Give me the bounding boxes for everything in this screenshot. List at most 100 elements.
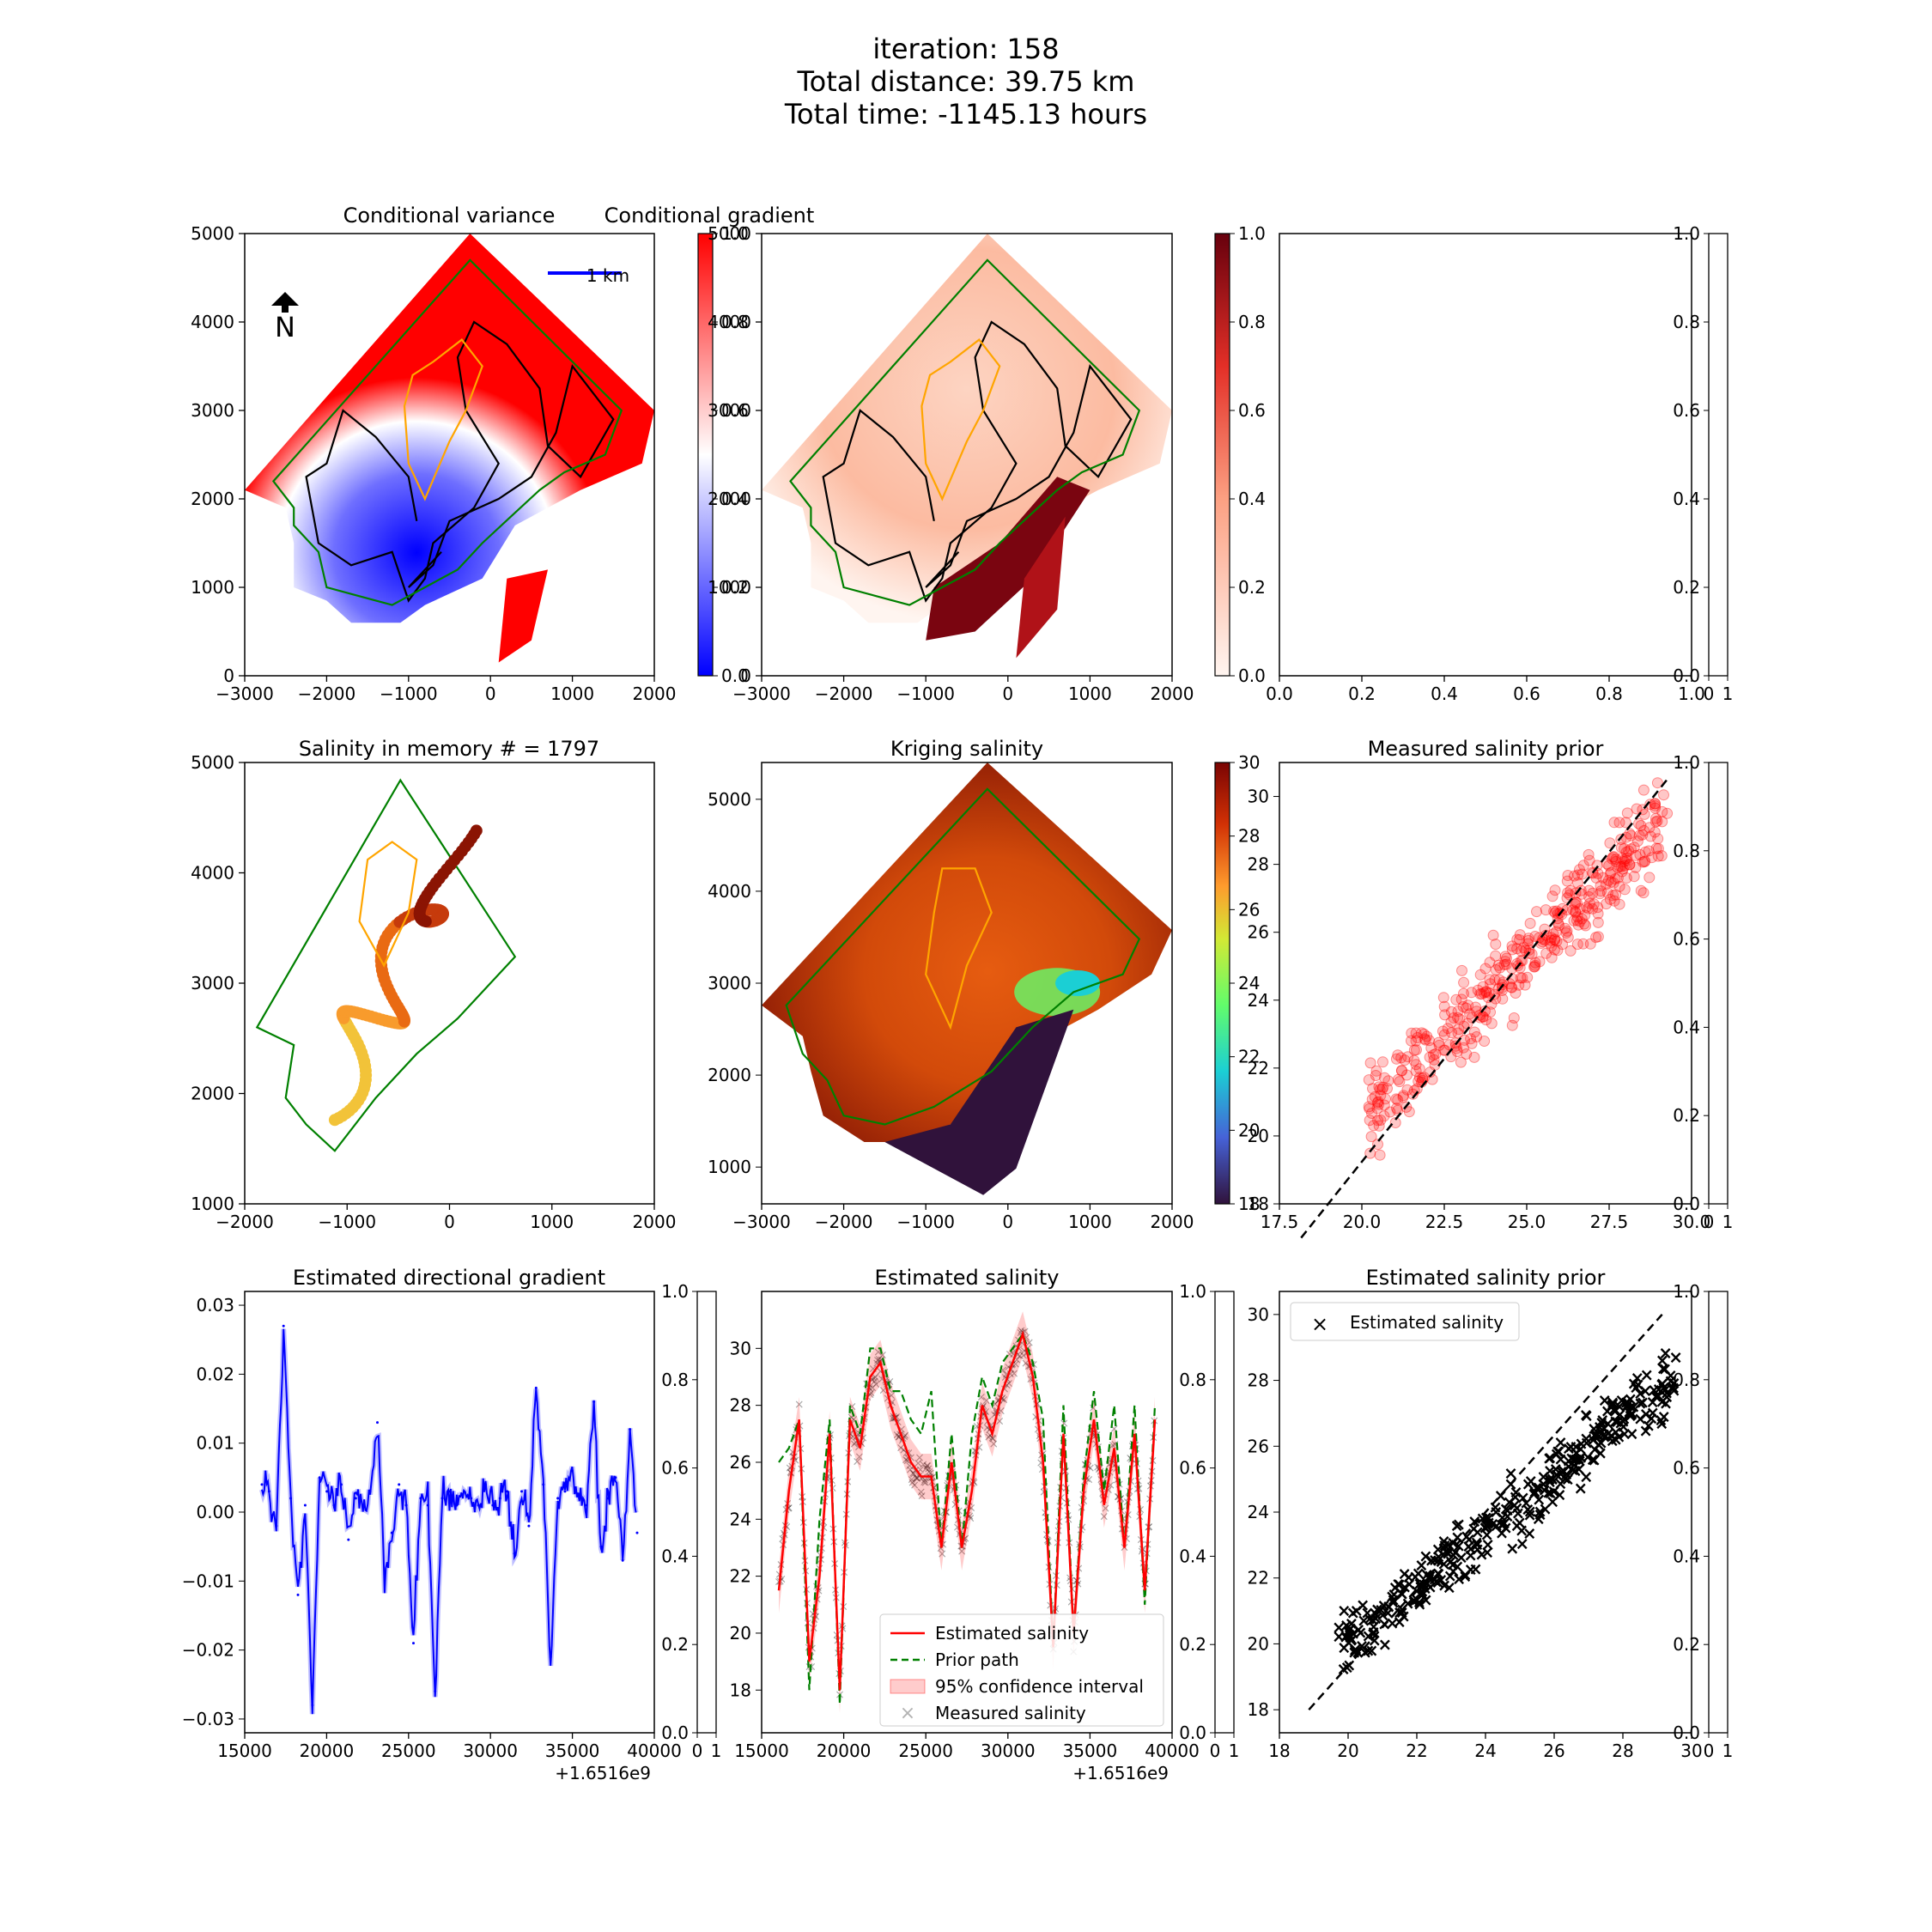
measured-prior-point	[1580, 920, 1592, 932]
gradient-colorbar-tick-label: 0.6	[1238, 400, 1266, 421]
measured-prior-point	[1607, 890, 1619, 902]
measured-prior-point	[1364, 1103, 1376, 1115]
measured-prior-point	[1514, 934, 1526, 945]
est-prior-aux-ytick-label: 1.0	[1673, 1281, 1700, 1302]
measured-prior-point	[1612, 861, 1624, 873]
variance-path	[305, 320, 615, 603]
measured-prior-point	[1464, 1008, 1476, 1020]
measured-prior-point	[1620, 846, 1632, 858]
gradient-point	[383, 1572, 386, 1576]
est-salinity-aux-ytick-label: 0.4	[1179, 1546, 1206, 1566]
variance-track	[498, 569, 548, 663]
measured-prior-point	[1601, 898, 1613, 910]
measured-prior-point	[1557, 939, 1568, 951]
measured-prior-point	[1458, 976, 1470, 988]
measured-prior-point	[1584, 938, 1596, 950]
variance-colorbar-tick-label: 0.2	[721, 577, 749, 598]
measured-prior-point	[1505, 981, 1517, 993]
measured-prior-point	[1631, 835, 1643, 848]
measured-prior-point	[1433, 1039, 1445, 1051]
measured-prior-point	[1408, 1044, 1420, 1056]
measured-prior-point	[1552, 945, 1564, 957]
estimated-prior-marker: ×	[1449, 1516, 1464, 1536]
kriging-ytick-label: 1000	[708, 1157, 751, 1177]
measured-prior-aux-ytick-label: 0.6	[1673, 929, 1700, 950]
measured-prior-point	[1522, 934, 1534, 946]
kriging-colorbar-tick-label: 22	[1238, 1047, 1260, 1067]
measured-prior-point	[1631, 803, 1643, 815]
measured-prior-point	[1366, 1093, 1378, 1105]
measured-prior-point	[1644, 799, 1656, 811]
gradient-axes-xtick-label: −2000	[815, 683, 873, 704]
estimated-prior-marker: ×	[1585, 1449, 1600, 1470]
measured-prior-point	[1539, 934, 1551, 946]
measured-prior-point	[1568, 914, 1580, 927]
measured-prior-point	[1644, 830, 1656, 842]
est-gradient-ytick-label: −0.01	[182, 1571, 234, 1591]
measured-prior-point	[1562, 932, 1574, 944]
measured-prior-point	[1392, 1049, 1404, 1061]
variance-axes-xtick-label: 0	[485, 683, 496, 704]
measured-prior-point	[1485, 1018, 1498, 1030]
measured-prior-point	[1623, 845, 1635, 857]
measured-prior-point	[1490, 950, 1502, 962]
measured-prior-point	[1413, 1075, 1425, 1087]
measured-prior-point	[1604, 893, 1616, 905]
gradient-point	[542, 1483, 545, 1486]
measured-prior-point	[1564, 889, 1576, 901]
kriging-colorbar-bar	[1214, 762, 1230, 1205]
measured-prior-point	[1643, 872, 1656, 884]
measured-prior-point	[1610, 889, 1621, 901]
measured-prior-point	[1610, 854, 1622, 866]
measured-prior-point	[1649, 826, 1661, 838]
measured-prior-point	[1608, 851, 1620, 863]
est-gradient-aux-ytick-label: 0.0	[661, 1722, 689, 1743]
gradient-point	[506, 1490, 509, 1493]
est-prior-ytick-label: 22	[1248, 1568, 1269, 1589]
measured-prior-point	[1399, 1054, 1411, 1066]
measured-prior-point	[1621, 807, 1633, 819]
gradient-point	[260, 1483, 264, 1486]
measured-prior-point	[1375, 1115, 1387, 1126]
gradient-point	[267, 1490, 270, 1493]
measured-prior-point	[1367, 1083, 1378, 1095]
measured-prior-aux-frame	[1708, 762, 1728, 1205]
est-salinity-aux-ytick-label: 0.6	[1179, 1458, 1206, 1479]
gradient-colorbar-tick-label: 0.8	[1238, 312, 1266, 332]
measured-prior-point	[1370, 1070, 1382, 1081]
measured-prior-ytick-label: 26	[1248, 922, 1269, 943]
gradient-point	[448, 1490, 451, 1493]
empty-aux-xtick-label: 1	[1722, 683, 1734, 704]
measured-prior-point	[1365, 1131, 1377, 1143]
gradient-point	[311, 1704, 314, 1707]
measured-prior-point	[1650, 842, 1662, 854]
measured-prior-point	[1571, 911, 1583, 923]
gradient-axes-xtick-label: 0	[1002, 683, 1013, 704]
kriging-track	[884, 1009, 1074, 1195]
gradient-point	[318, 1476, 321, 1479]
est-salinity-title: Estimated salinity	[875, 1266, 1060, 1290]
est-prior-aux-frame	[1708, 1291, 1728, 1734]
variance-axes-xtick-label: −3000	[216, 683, 274, 704]
measured-prior-point	[1397, 1090, 1409, 1102]
measured-prior-point	[1426, 1073, 1438, 1085]
estimated-prior-marker: ×	[1566, 1449, 1581, 1469]
measured-prior-point	[1656, 850, 1668, 862]
estimated-prior-marker: ×	[1546, 1492, 1560, 1512]
measured-prior-point	[1376, 1084, 1388, 1095]
memory-contour	[358, 841, 418, 968]
measured-prior-point	[1583, 902, 1594, 914]
memory-axes-ytick-label: 4000	[191, 863, 234, 884]
measured-prior-point	[1562, 887, 1574, 899]
measured-prior-point	[1513, 979, 1525, 991]
kriging-min-zone	[1055, 970, 1101, 996]
estimated-prior-marker: ×	[1597, 1418, 1612, 1438]
measured-prior-point	[1649, 800, 1662, 811]
measured-prior-title: Measured salinity prior	[1368, 737, 1604, 761]
measured-prior-point	[1572, 919, 1584, 931]
measured-prior-point	[1545, 934, 1557, 946]
measured-prior-point	[1408, 1084, 1420, 1097]
variance-boundary	[271, 258, 623, 606]
measured-prior-point	[1468, 1026, 1480, 1038]
estimated-prior-marker: ×	[1376, 1595, 1391, 1616]
